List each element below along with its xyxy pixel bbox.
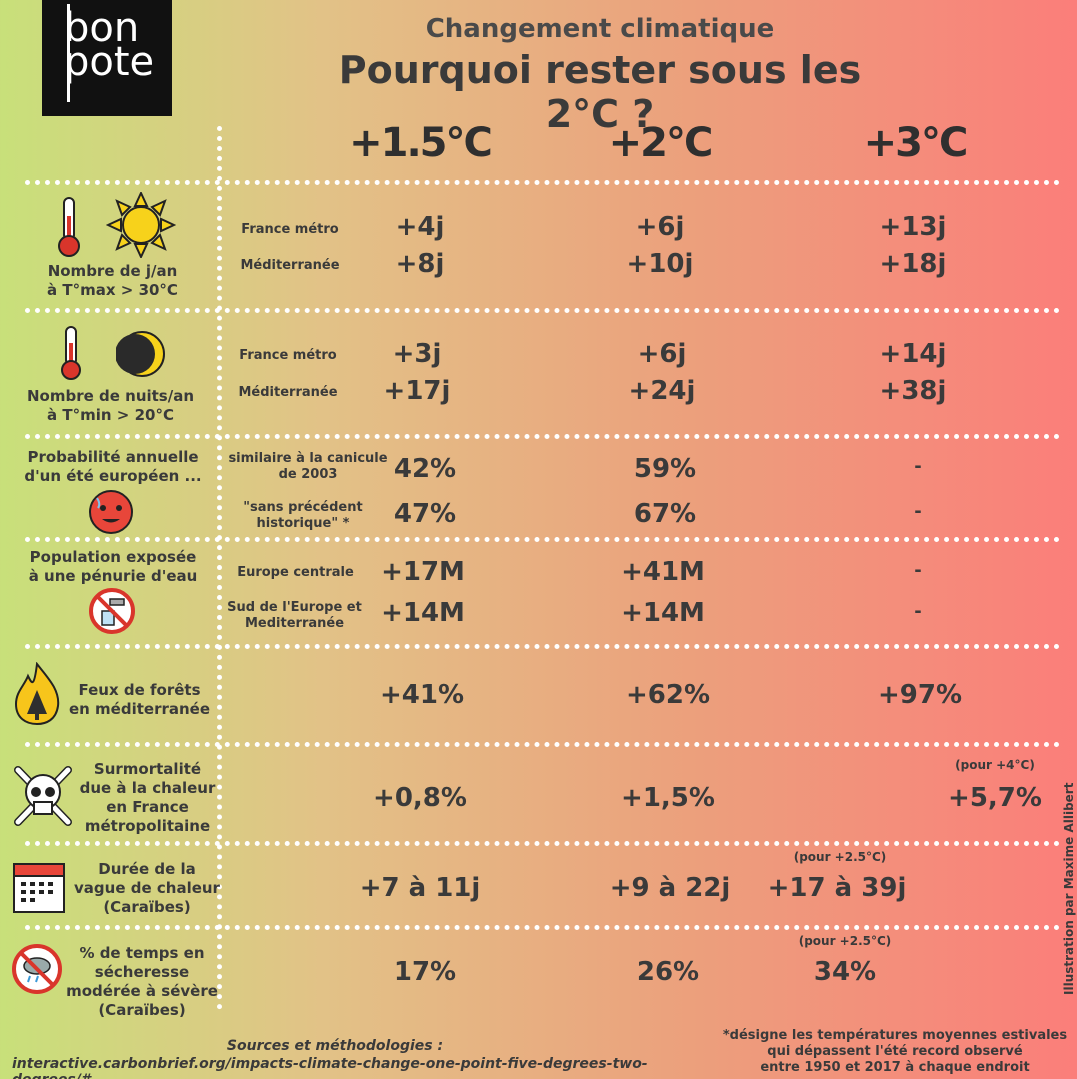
- row-label-hot-days: Nombre de j/an à T°max > 30°C: [47, 262, 178, 299]
- value-cell: -: [914, 456, 922, 477]
- bonpote-logo: bon pote: [42, 0, 172, 116]
- row-divider: [25, 308, 1060, 313]
- value-cell: 17%: [393, 957, 457, 987]
- value-cell: +41%: [379, 680, 465, 710]
- illustration-credit: Illustration par Maxime Allibert: [1062, 782, 1076, 995]
- value-cell: +3j: [392, 339, 442, 369]
- sub-label-france: France métro: [241, 222, 339, 237]
- sub-label-france: France métro: [239, 348, 337, 363]
- value-cell: +8j: [395, 249, 445, 279]
- hot-face-icon: [89, 490, 133, 534]
- column-header-3: +3°C: [863, 120, 969, 166]
- row-label-hot-nights: Nombre de nuits/an à T°min > 20°C: [26, 387, 195, 424]
- skull-icon: [14, 766, 72, 826]
- value-cell: +17j: [383, 376, 451, 406]
- value-cell: -: [914, 601, 922, 622]
- vertical-divider: [217, 126, 222, 1010]
- row-label-water: Population exposée à une pénurie d'eau: [28, 548, 198, 585]
- column-header-2: +2°C: [608, 120, 714, 166]
- value-cell: +14M: [381, 598, 465, 628]
- column-header-1-5: +1.5°C: [349, 120, 493, 166]
- no-rain-icon: [12, 944, 62, 994]
- note-pour-2-5: (pour +2.5°C): [798, 934, 892, 948]
- thermometer-icon: [58, 197, 80, 257]
- value-cell: +38j: [879, 376, 947, 406]
- footnote: *désigne les températures moyennes estiv…: [722, 1028, 1068, 1075]
- forest-fire-icon: [14, 662, 60, 726]
- no-water-icon: [89, 588, 135, 634]
- value-cell: +18j: [879, 249, 947, 279]
- value-cell: 26%: [636, 957, 700, 987]
- value-cell: -: [914, 501, 922, 522]
- page-title: Pourquoi rester sous les 2°C ?: [338, 48, 862, 136]
- value-cell: +17 à 39j: [767, 873, 907, 903]
- row-label-drought: % de temps en sécheresse modérée à sévère(…: [66, 944, 218, 1019]
- sub-label-sud-europe: Sud de l'Europe et Mediterranée: [227, 600, 362, 631]
- value-cell: 67%: [633, 499, 697, 529]
- value-cell: +5,7%: [948, 783, 1042, 813]
- sub-label-europe-centrale: Europe centrale: [237, 565, 354, 580]
- page-subtitle: Changement climatique: [425, 14, 775, 44]
- value-cell: 34%: [813, 957, 877, 987]
- sub-label-sans-precedent: "sans précédent historique" *: [243, 500, 363, 531]
- value-cell: -: [914, 560, 922, 581]
- moon-icon: [116, 331, 165, 377]
- value-cell: +62%: [625, 680, 711, 710]
- value-cell: +7 à 11j: [359, 873, 481, 903]
- value-cell: +13j: [879, 212, 947, 242]
- value-cell: +4j: [395, 212, 445, 242]
- value-cell: +14M: [621, 598, 705, 628]
- note-pour-4: (pour +4°C): [955, 758, 1035, 772]
- sources-link[interactable]: interactive.carbonbrief.org/impacts-clim…: [12, 1056, 648, 1079]
- value-cell: +97%: [877, 680, 963, 710]
- sun-icon: [106, 192, 176, 258]
- row-divider: [25, 180, 1060, 185]
- logo-thermometer-stem: [67, 4, 70, 102]
- logo-line2: pote: [64, 39, 155, 85]
- value-cell: +0,8%: [373, 783, 467, 813]
- value-cell: +41M: [621, 557, 705, 587]
- value-cell: +17M: [381, 557, 465, 587]
- value-cell: +1,5%: [621, 783, 715, 813]
- sub-label-mediterranee: Méditerranée: [240, 258, 340, 273]
- row-label-mortality: Surmortalité due à la chaleur en France mét…: [79, 760, 216, 835]
- value-cell: +6j: [635, 212, 685, 242]
- row-divider: [25, 925, 1060, 930]
- value-cell: 59%: [633, 454, 697, 484]
- value-cell: +9 à 22j: [609, 873, 731, 903]
- note-pour-2-5: (pour +2.5°C): [793, 850, 887, 864]
- value-cell: +6j: [637, 339, 687, 369]
- value-cell: +24j: [628, 376, 696, 406]
- value-cell: +10j: [626, 249, 694, 279]
- logo-line1: bon: [64, 5, 140, 51]
- sub-label-canicule: similaire à la canicule de 2003: [228, 451, 388, 482]
- calendar-icon: [13, 863, 65, 913]
- row-divider: [25, 644, 1060, 649]
- row-divider: [25, 537, 1060, 542]
- row-label-heatwave: Durée de la vague de chaleur (Caraïbes): [74, 860, 220, 916]
- row-divider: [25, 742, 1060, 747]
- sub-label-mediterranee: Méditerranée: [238, 385, 338, 400]
- row-label-fires: Feux de forêts en méditerranée: [68, 681, 211, 718]
- value-cell: 47%: [393, 499, 457, 529]
- row-label-summer: Probabilité annuelle d'un été européen ..…: [24, 448, 202, 485]
- value-cell: 42%: [393, 454, 457, 484]
- thermometer-icon: [61, 326, 81, 380]
- row-divider: [25, 841, 1060, 846]
- row-divider: [25, 434, 1060, 439]
- value-cell: +14j: [879, 339, 947, 369]
- sources-title: Sources et méthodologies :: [226, 1038, 444, 1054]
